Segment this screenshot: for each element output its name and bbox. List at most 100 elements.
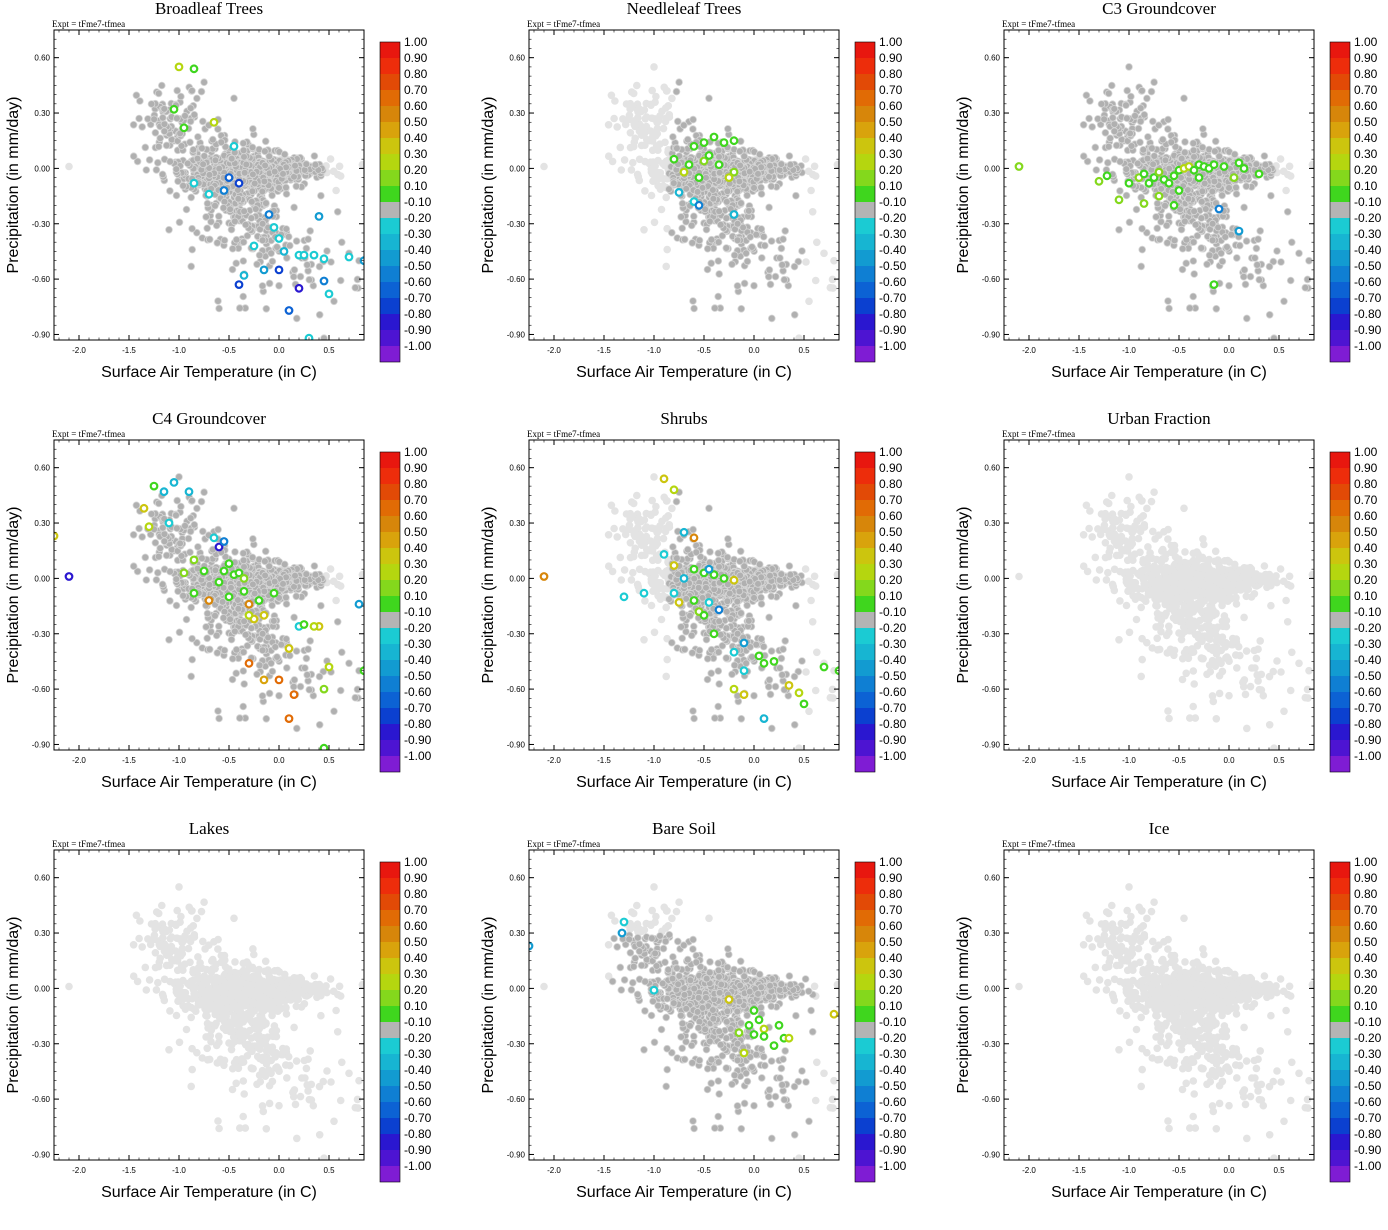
colorbar-swatch <box>1330 202 1350 218</box>
bg-point <box>540 163 548 171</box>
land-points <box>666 79 806 322</box>
land-point <box>1219 258 1226 265</box>
data-point <box>206 191 213 198</box>
land-point <box>215 298 222 305</box>
colorbar-label: -0.20 <box>1354 211 1382 225</box>
land-point <box>725 125 732 132</box>
colorbar-swatch <box>380 298 400 314</box>
colorbar-label: -0.80 <box>404 307 432 321</box>
land-point <box>678 214 685 221</box>
land-point <box>1134 160 1141 167</box>
land-point <box>229 245 236 252</box>
land-point <box>334 208 341 215</box>
land-point <box>291 267 298 274</box>
land-point <box>1154 225 1161 232</box>
land-point <box>228 226 235 233</box>
data-point <box>296 285 303 292</box>
colorbar-label: 0.30 <box>404 147 428 161</box>
land-point <box>1144 95 1151 102</box>
data-point <box>1216 206 1223 213</box>
land-point <box>1144 155 1151 162</box>
land-point <box>174 87 181 94</box>
land-point <box>206 236 213 243</box>
colorbar-label: -0.40 <box>404 243 432 257</box>
land-point <box>1262 161 1269 168</box>
land-point <box>1302 284 1309 291</box>
y-tick-label: 0.00 <box>509 164 525 173</box>
land-point <box>280 171 287 178</box>
colorbar-label: 1.00 <box>879 35 903 49</box>
land-point <box>338 239 345 246</box>
land-point <box>715 258 722 265</box>
land-point <box>1178 174 1185 181</box>
land-point <box>212 157 219 164</box>
land-point <box>729 261 736 268</box>
bg-point <box>1280 168 1288 176</box>
data-point <box>191 66 198 73</box>
colorbar-label: 0.80 <box>879 67 903 81</box>
land-point <box>1151 79 1158 86</box>
colorbar-label: 0.10 <box>879 179 903 193</box>
land-point <box>1306 257 1313 264</box>
land-point <box>199 145 206 152</box>
land-point <box>194 95 201 102</box>
land-point <box>1117 158 1124 165</box>
land-point <box>200 161 207 168</box>
land-point <box>715 293 722 300</box>
data-point <box>276 235 283 242</box>
y-tick-label: 0.00 <box>984 164 1000 173</box>
land-point <box>1281 298 1288 305</box>
land-point <box>235 195 242 202</box>
land-point <box>1137 139 1144 146</box>
land-point <box>198 88 205 95</box>
land-point <box>254 261 261 268</box>
land-point <box>145 116 152 123</box>
colorbar-label: 0.70 <box>404 83 428 97</box>
data-point <box>711 134 718 141</box>
colorbar-swatch <box>1330 218 1350 234</box>
colorbar-swatch <box>1330 250 1350 266</box>
land-point <box>1124 115 1131 122</box>
land-point <box>292 572 299 579</box>
colorbar-swatch <box>855 154 875 170</box>
land-point <box>130 153 137 160</box>
land-point <box>791 311 798 318</box>
data-point <box>681 169 688 176</box>
bg-point <box>359 571 367 579</box>
land-point <box>1190 147 1197 154</box>
bg-point <box>662 118 670 126</box>
colorbar-swatch <box>855 234 875 250</box>
land-point <box>716 271 723 278</box>
x-tick-label: 0.0 <box>748 346 760 355</box>
land-point <box>183 616 190 623</box>
bg-point <box>605 152 613 160</box>
land-point <box>1247 273 1254 280</box>
bg-point <box>630 143 638 151</box>
land-point <box>1108 82 1115 89</box>
land-point <box>1278 259 1285 266</box>
land-point <box>187 105 194 112</box>
land-point <box>1254 262 1261 269</box>
bg-point <box>628 166 636 174</box>
land-point <box>283 184 290 191</box>
bg-point <box>610 115 618 123</box>
bg-point <box>1287 172 1295 180</box>
land-point <box>312 571 319 578</box>
land-point <box>1154 200 1161 207</box>
land-point <box>163 142 170 149</box>
land-point <box>1212 148 1219 155</box>
land-point <box>1218 250 1225 257</box>
land-point <box>1102 129 1109 136</box>
bg-point <box>662 194 670 202</box>
land-point <box>737 148 744 155</box>
data-point <box>236 281 243 288</box>
land-point <box>274 244 281 251</box>
land-point <box>670 180 677 187</box>
land-point <box>1171 237 1178 244</box>
land-point <box>324 248 331 255</box>
colorbar-swatch <box>855 282 875 298</box>
land-point <box>1086 115 1093 122</box>
colorbar-swatch <box>1330 122 1350 138</box>
land-point <box>316 263 323 270</box>
